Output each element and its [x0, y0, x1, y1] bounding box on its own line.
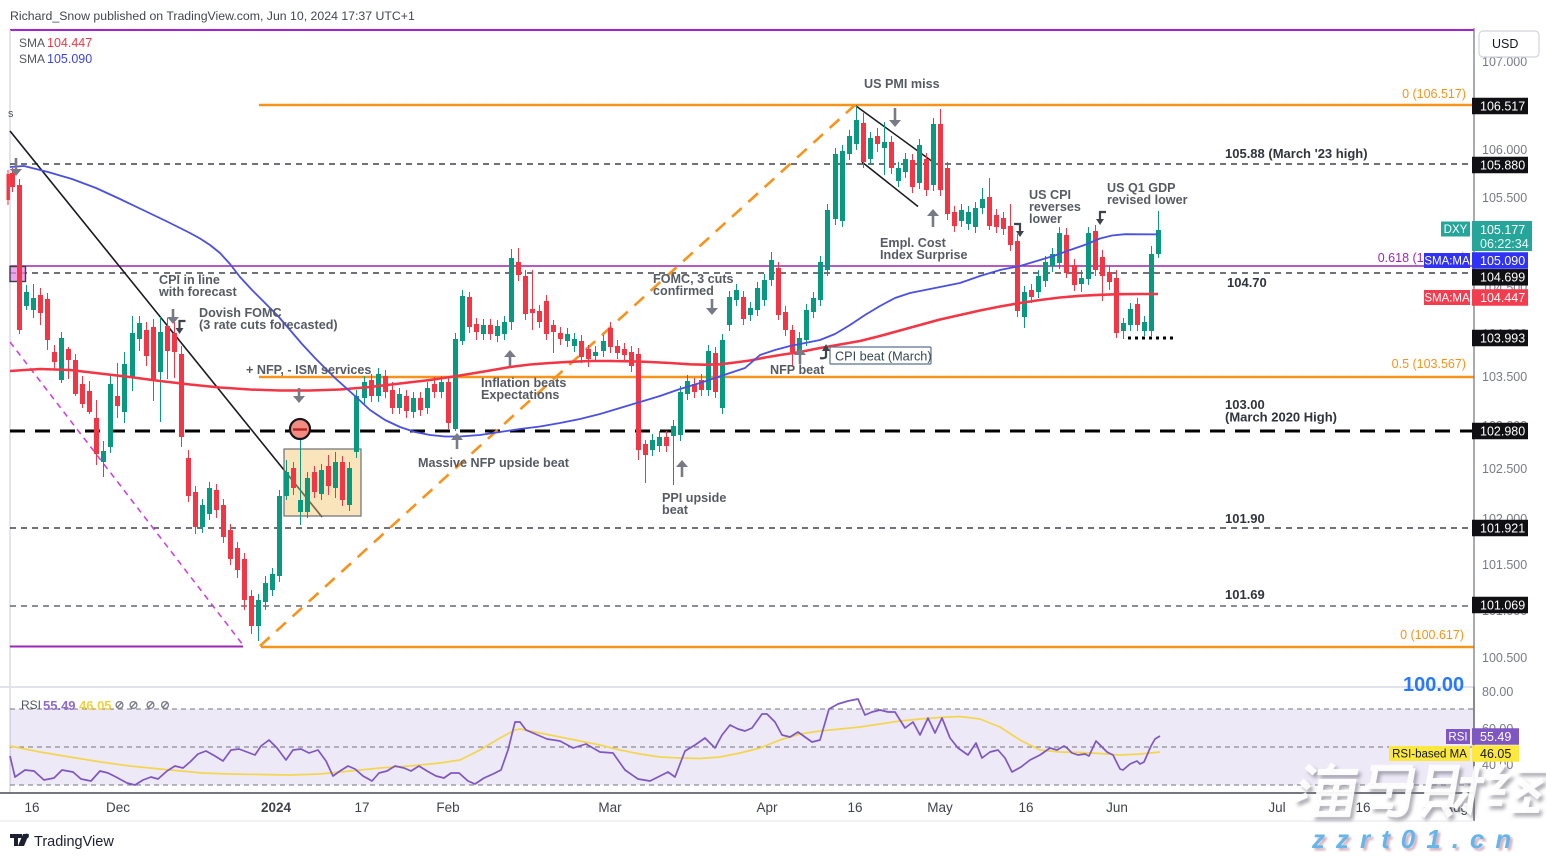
- svg-text:102.980: 102.980: [1480, 424, 1525, 438]
- svg-text:55.49: 55.49: [1480, 730, 1511, 744]
- svg-text:s: s: [8, 108, 14, 120]
- svg-text:101.90: 101.90: [1225, 511, 1265, 526]
- svg-text:SMA:MA: SMA:MA: [1424, 255, 1470, 267]
- svg-text:RSI-based MA: RSI-based MA: [1392, 748, 1467, 760]
- svg-text:105.880: 105.880: [1480, 158, 1525, 172]
- svg-text:Apr: Apr: [756, 800, 778, 815]
- svg-text:100.500: 100.500: [1482, 651, 1527, 665]
- svg-text:106.000: 106.000: [1482, 143, 1527, 157]
- svg-text:104.70: 104.70: [1227, 275, 1267, 290]
- svg-text:105.500: 105.500: [1482, 191, 1527, 205]
- svg-text:2024: 2024: [261, 800, 292, 815]
- svg-text:106.517: 106.517: [1480, 99, 1525, 113]
- svg-text:USD: USD: [1492, 37, 1518, 51]
- svg-text:NFP beat: NFP beat: [770, 363, 825, 377]
- svg-text:46.05: 46.05: [1480, 747, 1511, 761]
- svg-text:Feb: Feb: [436, 800, 459, 815]
- svg-text:Mar: Mar: [598, 800, 622, 815]
- svg-text:0 (106.517): 0 (106.517): [1402, 87, 1466, 101]
- svg-text:RSI: RSI: [21, 698, 41, 712]
- svg-text:TradingView: TradingView: [34, 834, 114, 850]
- svg-text:103.993: 103.993: [1480, 331, 1525, 345]
- svg-text:103.500: 103.500: [1482, 370, 1527, 384]
- svg-text:16: 16: [1355, 800, 1370, 815]
- svg-text:105.090: 105.090: [47, 52, 92, 66]
- svg-text:zzrt01.cn: zzrt01.cn: [1311, 824, 1522, 854]
- svg-text:104.447: 104.447: [1480, 291, 1525, 305]
- svg-text:105.88 (March '23 high): 105.88 (March '23 high): [1225, 146, 1368, 161]
- svg-text:SMA: SMA: [19, 36, 45, 50]
- svg-text:101.69: 101.69: [1225, 587, 1265, 602]
- svg-text:US PMI miss: US PMI miss: [864, 77, 940, 91]
- svg-text:102.500: 102.500: [1482, 462, 1527, 476]
- svg-text:105.177: 105.177: [1480, 223, 1525, 237]
- svg-text:Dovish FOMC(3 rate cuts foreca: Dovish FOMC (3 rate cuts forecasted): [199, 306, 338, 332]
- svg-text:101.500: 101.500: [1482, 558, 1527, 572]
- svg-text:104.699: 104.699: [1480, 271, 1525, 285]
- svg-text:16: 16: [24, 800, 39, 815]
- svg-text:May: May: [927, 800, 953, 815]
- svg-text:Jun: Jun: [1106, 800, 1128, 815]
- svg-text:101.921: 101.921: [1480, 521, 1525, 535]
- svg-text:Richard_Snow published on Trad: Richard_Snow published on TradingView.co…: [10, 9, 415, 23]
- svg-text:107.000: 107.000: [1482, 55, 1527, 69]
- svg-text:105.090: 105.090: [1480, 254, 1525, 268]
- svg-text:Dec: Dec: [106, 800, 130, 815]
- svg-text:17: 17: [354, 800, 369, 815]
- svg-text:80.00: 80.00: [1482, 685, 1513, 699]
- svg-text:100.00: 100.00: [1403, 674, 1464, 696]
- svg-text:104.447: 104.447: [47, 36, 92, 50]
- svg-text:16: 16: [847, 800, 862, 815]
- svg-text:103.00(March 2020 High): 103.00 (March 2020 High): [1225, 397, 1337, 425]
- svg-text:Massive NFP upside beat: Massive NFP upside beat: [418, 456, 570, 470]
- svg-text:SMA: SMA: [19, 52, 45, 66]
- svg-text:0.5 (103.567): 0.5 (103.567): [1392, 357, 1466, 371]
- svg-text:101.069: 101.069: [1480, 598, 1525, 612]
- svg-text:55.49: 55.49: [43, 698, 76, 713]
- svg-text:DXY: DXY: [1444, 224, 1468, 236]
- svg-text:+ NFP, - ISM services: + NFP, - ISM services: [246, 363, 371, 377]
- svg-text:06:22:34: 06:22:34: [1480, 237, 1529, 251]
- svg-text:0 (100.617): 0 (100.617): [1400, 628, 1464, 642]
- svg-text:CPI beat (March): CPI beat (March): [835, 349, 932, 363]
- svg-text:16: 16: [1018, 800, 1033, 815]
- svg-text:SMA:MA: SMA:MA: [1424, 292, 1470, 304]
- svg-text:46.05: 46.05: [79, 698, 112, 713]
- svg-text:Jul: Jul: [1268, 800, 1285, 815]
- svg-text:RSI: RSI: [1448, 731, 1467, 743]
